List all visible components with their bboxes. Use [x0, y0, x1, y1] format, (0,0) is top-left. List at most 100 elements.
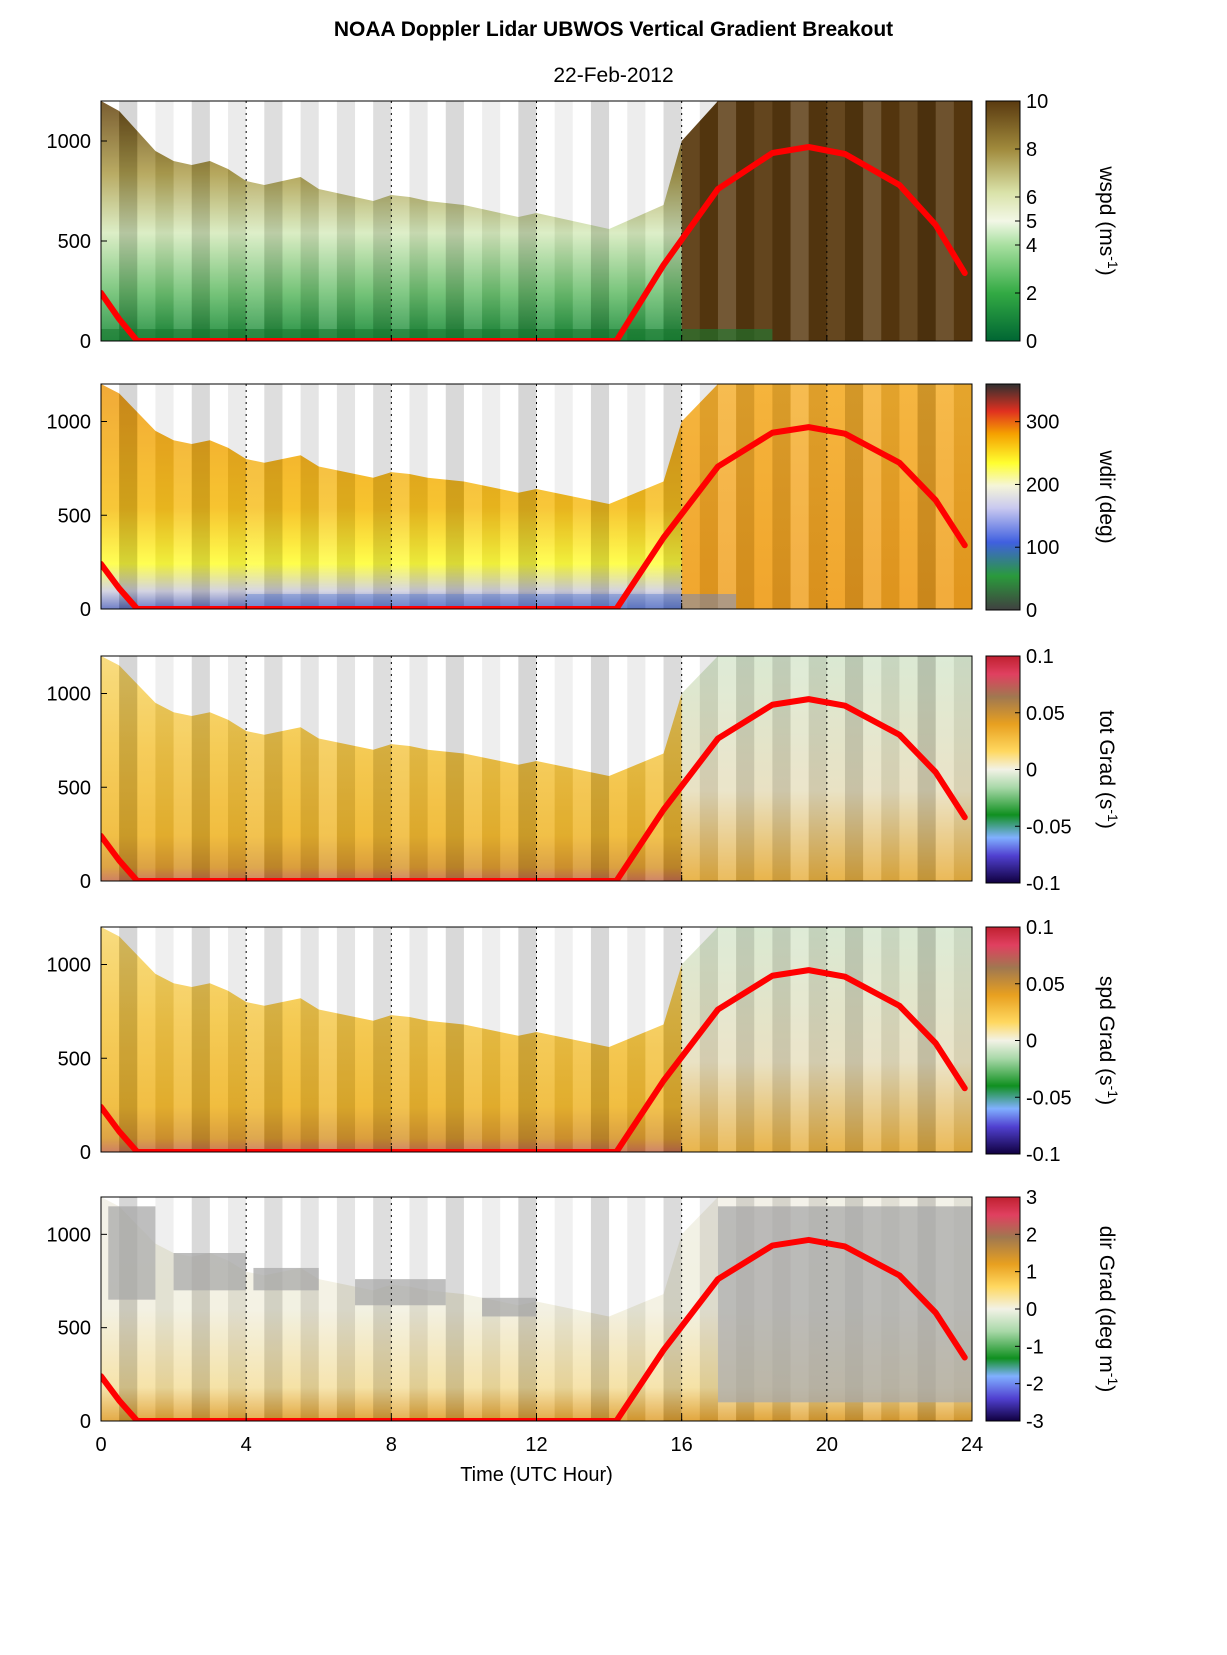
heatmap-column — [355, 1197, 374, 1421]
heatmap-column — [173, 384, 192, 609]
heatmap-tot-grad — [101, 656, 972, 881]
colorbar-tick-label: 0 — [1026, 600, 1037, 622]
x-tick-label: 0 — [95, 1434, 106, 1456]
heatmap-dir-grad — [101, 1197, 972, 1421]
colorbar-tick-label: 0.1 — [1026, 917, 1054, 939]
heatmap-column — [191, 927, 210, 1152]
heatmap-column — [373, 927, 392, 1152]
heatmap-column — [427, 384, 446, 609]
heatmap-column — [609, 101, 628, 341]
y-tick-label: 500 — [58, 505, 91, 527]
colorbar-label: wspd (ms-1) — [1095, 165, 1121, 275]
heatmap-column — [790, 384, 809, 609]
panel-spd-grad: 0 500 1000 -0.1 -0.05 0 0.05 0.1 spd Grad (s-1) — [47, 917, 1122, 1166]
x-tick-label: 16 — [671, 1434, 693, 1456]
heatmap-column — [137, 927, 156, 1152]
heatmap-column — [264, 656, 283, 881]
heatmap-column — [590, 101, 610, 341]
heatmap-column — [953, 656, 972, 881]
heatmap-column — [355, 927, 374, 1152]
colorbar-tick-label: -0.1 — [1026, 1144, 1060, 1166]
heatmap-column — [391, 927, 410, 1152]
heatmap-column — [282, 927, 301, 1152]
heatmap-column — [627, 384, 646, 609]
heatmap-column — [863, 384, 882, 609]
heatmap-column — [736, 656, 755, 881]
heatmap-column — [953, 384, 972, 609]
heatmap-column — [445, 1197, 464, 1421]
heatmap-column — [155, 384, 174, 609]
heatmap-column — [790, 656, 809, 881]
heatmap-column — [554, 1197, 573, 1421]
heatmap-column — [754, 384, 773, 609]
x-tick-label: 20 — [816, 1434, 838, 1456]
colorbar-tick-label: 5 — [1026, 211, 1037, 233]
heatmap-column — [935, 101, 954, 341]
x-tick-label: 12 — [525, 1434, 547, 1456]
colorbar-tick-label: -1 — [1026, 1336, 1044, 1358]
colorbar-label: wdir (deg) — [1095, 449, 1118, 543]
heatmap-column — [627, 656, 646, 881]
heatmap-column — [699, 927, 718, 1152]
heatmap-column — [699, 384, 718, 609]
heatmap-column — [355, 656, 374, 881]
heatmap-column — [717, 656, 737, 881]
heatmap-column — [173, 1197, 192, 1421]
heatmap-column — [844, 384, 864, 609]
heatmap-column — [101, 927, 120, 1152]
colorbar-spd-grad — [985, 926, 1021, 1155]
heatmap-column — [463, 384, 483, 609]
heatmap-column — [282, 384, 301, 609]
heatmap-column — [699, 101, 718, 341]
heatmap-column — [826, 384, 845, 609]
heatmap-column — [554, 927, 573, 1152]
y-tick-label: 0 — [80, 1411, 91, 1433]
heatmap-column — [826, 656, 845, 881]
heatmap-column — [590, 927, 610, 1152]
boundary-line — [101, 424, 968, 609]
heatmap-region-late — [681, 927, 972, 1152]
heatmap-column — [246, 656, 265, 881]
heatmap-column — [209, 384, 229, 609]
heatmap-column — [736, 927, 755, 1152]
figure-subtitle: 22-Feb-2012 — [553, 64, 674, 87]
heatmap-column — [917, 384, 936, 609]
boundary-line — [101, 1236, 968, 1421]
heatmap-column — [228, 927, 247, 1152]
heatmap-column — [300, 1197, 319, 1421]
heatmap-column — [409, 927, 428, 1152]
y-tick-label: 1000 — [47, 131, 92, 153]
heatmap-column — [101, 101, 120, 341]
heatmap-column — [699, 656, 718, 881]
heatmap-column — [228, 656, 247, 881]
heatmap-column — [373, 384, 392, 609]
heatmap-column — [391, 656, 410, 881]
heatmap-column — [863, 927, 882, 1152]
heatmap-column — [336, 1197, 356, 1421]
heatmap-column — [935, 384, 954, 609]
colorbar-tick-label: 10 — [1026, 91, 1048, 113]
heatmap-column — [863, 656, 882, 881]
heatmap-column — [191, 384, 210, 609]
y-tick-label: 1000 — [47, 1224, 92, 1246]
heatmap-column — [373, 101, 392, 341]
heatmap-column — [137, 384, 156, 609]
heatmap-column — [536, 1197, 555, 1421]
heatmap-column — [173, 101, 192, 341]
heatmap-column — [627, 101, 646, 341]
heatmap-column — [246, 101, 265, 341]
heatmap-column — [627, 1197, 646, 1421]
colorbar-tick-label: 8 — [1026, 139, 1037, 161]
colorbar-tick-label: 0 — [1026, 760, 1037, 782]
heatmap-column — [119, 656, 138, 881]
heatmap-column — [427, 101, 446, 341]
heatmap-column — [826, 101, 845, 341]
colorbar-tick-label: 0 — [1026, 1299, 1037, 1321]
heatmap-column — [536, 656, 555, 881]
heatmap-column — [409, 101, 428, 341]
heatmap-column — [808, 101, 827, 341]
figure-title: NOAA Doppler Lidar UBWOS Vertical Gradie… — [333, 18, 894, 41]
heatmap-column — [119, 384, 138, 609]
heatmap-column — [663, 656, 682, 881]
heatmap-column — [953, 927, 972, 1152]
